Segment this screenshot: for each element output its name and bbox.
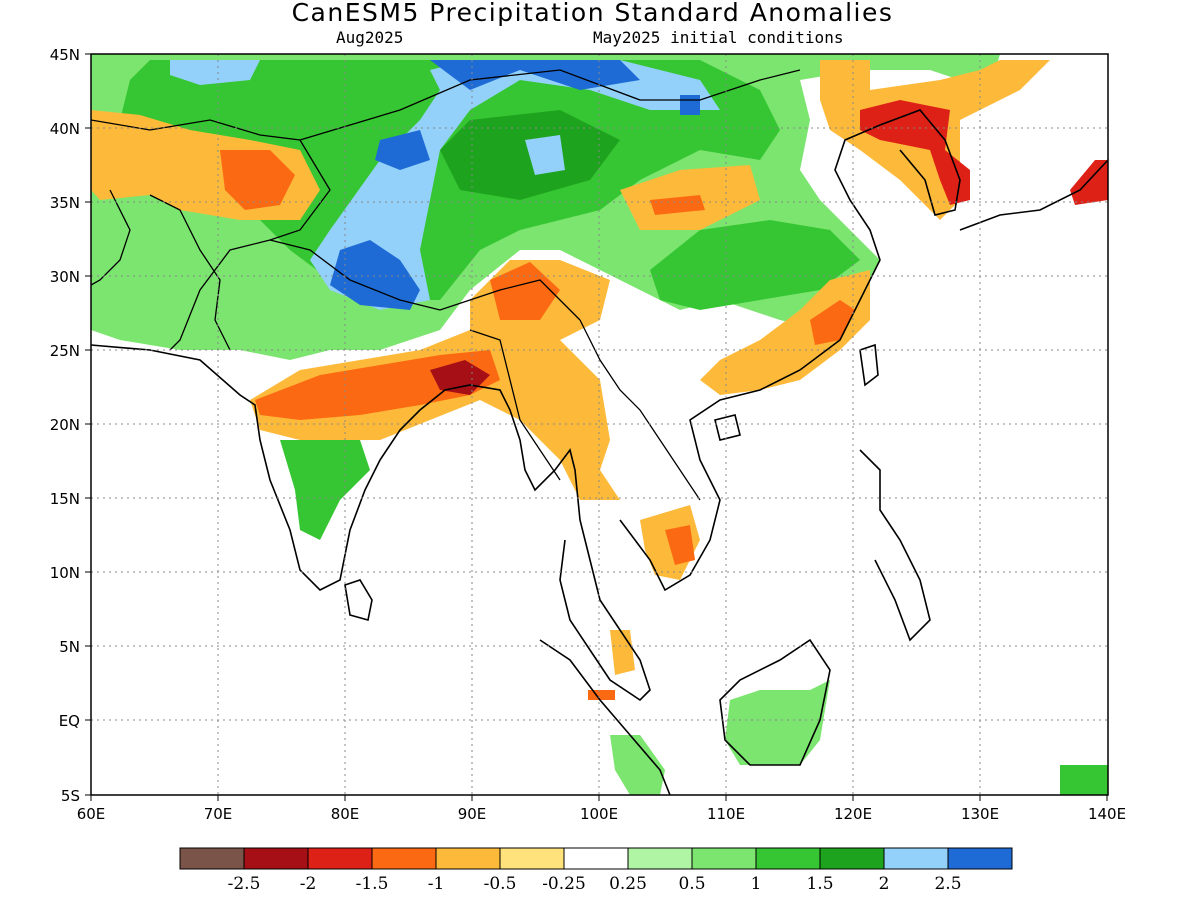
colorbar-swatch — [883, 847, 949, 870]
colorbar-swatch — [179, 847, 245, 870]
red-anomaly-kashmir — [220, 150, 295, 210]
lon-tick-60e: 60E — [77, 805, 106, 823]
lat-tick-10n: 10N — [50, 564, 80, 582]
tick-marks — [85, 53, 1108, 801]
lon-tick-120e: 120E — [834, 805, 872, 823]
blue-anomaly-himalaya — [330, 240, 420, 310]
border-iran-afghan — [91, 189, 131, 286]
green-anomaly-borneo — [725, 680, 830, 765]
coastline-taiwan — [859, 343, 879, 387]
colorbar-swatch — [307, 847, 373, 870]
lat-tick-40n: 40N — [50, 120, 80, 138]
coastline-indochina — [619, 124, 881, 592]
coastline-outline — [91, 109, 1108, 795]
colorbar-swatch — [243, 847, 309, 870]
map-title: CanESM5 Precipitation Standard Anomalies — [291, 0, 894, 27]
colorbar-label: -1.5 — [356, 874, 389, 894]
lon-tick-80e: 80E — [331, 805, 360, 823]
border-himalaya — [269, 239, 581, 321]
colorbar-swatch — [371, 847, 437, 870]
colorbar-swatch — [755, 847, 821, 870]
blue-anomaly-mongolia — [680, 95, 700, 115]
lat-tick-30n: 30N — [50, 268, 80, 286]
lat-tick-labels: 45N 40N 35N 30N 25N 20N 15N 10N 5N EQ 5S — [50, 46, 80, 805]
colorbar-swatch — [563, 847, 629, 870]
lat-tick-45n: 45N — [50, 46, 80, 64]
colorbar-label: -1 — [428, 874, 445, 894]
lat-tick-35n: 35N — [50, 194, 80, 212]
colorbar-swatch — [947, 847, 1013, 870]
orange-anomaly-malaya — [610, 630, 635, 675]
colorbar-label: 2 — [879, 874, 890, 894]
green-anomaly-core — [120, 60, 780, 300]
lon-tick-90e: 90E — [458, 805, 487, 823]
red-anomaly-sumatra — [588, 690, 615, 700]
grid-lines — [91, 54, 1108, 795]
coastline-sri-lanka — [344, 579, 373, 622]
border-mongolia — [299, 69, 801, 141]
lon-tick-100e: 100E — [580, 805, 618, 823]
colorbar-label: -0.25 — [542, 874, 586, 894]
forecast-month: Aug2025 — [336, 28, 404, 47]
border-myanmar — [469, 329, 561, 481]
blue-anomaly-tibet — [310, 60, 720, 310]
lon-tick-70e: 70E — [204, 805, 233, 823]
colorbar-label: 1 — [751, 874, 762, 894]
india-green-patch — [280, 440, 370, 540]
blue-anomaly-gobi — [525, 135, 565, 175]
red-anomaly-north-china — [650, 195, 705, 215]
coastline-hainan — [714, 414, 741, 441]
colorbar-swatch — [627, 847, 693, 870]
lon-tick-110e: 110E — [707, 805, 745, 823]
colorbar-swatch — [819, 847, 885, 870]
red-anomaly-east-china — [810, 300, 855, 345]
colorbar-label: 2.5 — [934, 874, 961, 894]
colorbar-label: 0.25 — [609, 874, 647, 894]
lat-tick-5s: 5S — [61, 787, 80, 805]
blue-anomaly-north — [430, 60, 640, 90]
red-anomaly-korea — [860, 100, 970, 205]
green-anomaly-sumatra — [610, 735, 665, 795]
colorbar-label: -2 — [300, 874, 317, 894]
colorbar-label: 0.5 — [678, 874, 705, 894]
colorbar: -2.5 -2 -1.5 -1 -0.5 -0.25 0.25 0.5 1 1.5 2 2.5 — [179, 847, 1013, 894]
lat-tick-20n: 20N — [50, 416, 80, 434]
colorbar-label: -0.5 — [484, 874, 517, 894]
blue-anomaly-nw — [170, 60, 260, 85]
border-laos-vietnam — [579, 319, 701, 501]
colorbar-swatch — [691, 847, 757, 870]
orange-anomaly-east-china — [700, 270, 870, 395]
lon-tick-labels: 60E 70E 80E 90E 100E 110E 120E 130E 140E — [77, 805, 1126, 823]
colorbar-label: -2.5 — [228, 874, 261, 894]
border-china-central-asia — [91, 119, 331, 351]
colorbar-swatch — [435, 847, 501, 870]
lat-tick-5n: 5N — [59, 638, 80, 656]
green-anomaly-central-china — [650, 220, 860, 310]
coastline-korea — [879, 109, 961, 216]
colorbar-swatch — [499, 847, 565, 870]
lat-tick-15n: 15N — [50, 490, 80, 508]
red-anomaly-cambodia — [665, 525, 695, 565]
lat-tick-eq: EQ — [59, 712, 80, 730]
colorbar-label: 1.5 — [806, 874, 833, 894]
coastline-japan — [959, 159, 1108, 231]
blue-anomaly-west-tibet — [375, 130, 430, 170]
coastline-sumatra — [539, 639, 671, 795]
green-anomaly-png — [1060, 765, 1108, 795]
coastline-philippines — [859, 449, 931, 642]
lon-tick-140e: 140E — [1088, 805, 1126, 823]
lon-tick-130e: 130E — [961, 805, 999, 823]
coastline-borneo — [719, 638, 831, 766]
lat-tick-25n: 25N — [50, 342, 80, 360]
initial-conditions-label: May2025 initial conditions — [593, 28, 844, 47]
coastline-india — [91, 344, 651, 702]
